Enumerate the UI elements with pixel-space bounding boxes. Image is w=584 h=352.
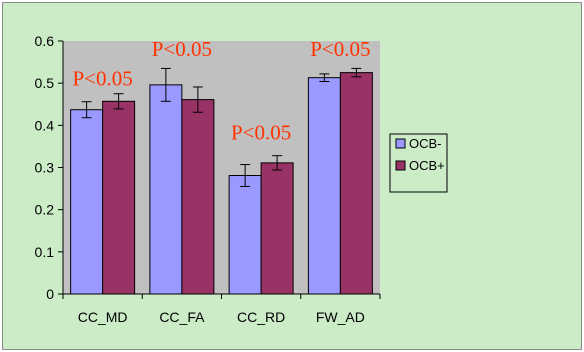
y-tick-label: 0	[46, 286, 54, 302]
y-tick-label: 0.1	[35, 244, 55, 260]
y-tick-label: 0.2	[35, 202, 55, 218]
bar	[260, 162, 294, 295]
bar	[70, 109, 104, 295]
significance-label: P<0.05	[152, 37, 212, 61]
significance-label: P<0.05	[310, 37, 370, 61]
x-tick-label: CC_RD	[237, 309, 285, 325]
y-tick-label: 0.4	[35, 117, 55, 133]
legend-label: OCB+	[409, 158, 445, 173]
bar	[228, 175, 262, 295]
bar	[307, 77, 341, 295]
bar	[102, 100, 136, 295]
significance-label: P<0.05	[231, 121, 291, 145]
x-tick-label: CC_MD	[78, 309, 128, 325]
y-tick-label: 0.5	[35, 75, 55, 91]
y-tick-label: 0.3	[35, 160, 55, 176]
x-tick-label: FW_AD	[316, 309, 365, 325]
legend-swatch	[395, 160, 406, 171]
y-tick-label: 0.6	[35, 33, 55, 49]
bar	[149, 84, 183, 295]
x-tick-label: CC_FA	[159, 309, 205, 325]
significance-label: P<0.05	[72, 67, 132, 91]
bar	[339, 72, 373, 295]
legend-swatch	[395, 138, 406, 149]
legend-label: OCB-	[409, 136, 442, 151]
bar	[181, 99, 215, 295]
bar-chart: 0 0.1 0.2 0.3 0.4 0.5 0.6 CC_MD CC_FA CC_RD FW_AD P…	[35, 33, 448, 325]
